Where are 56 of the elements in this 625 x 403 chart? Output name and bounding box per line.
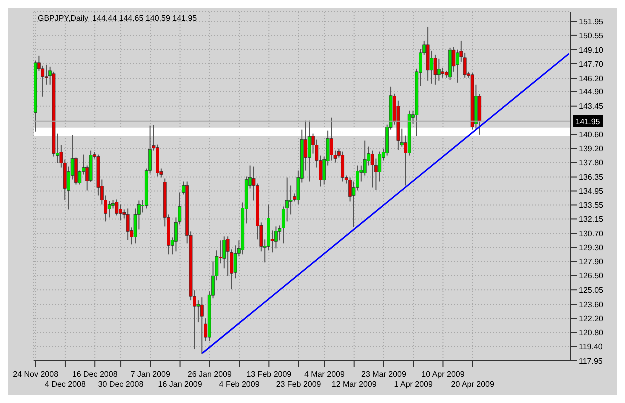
x-tick-label: 16 Dec 2008	[72, 370, 118, 379]
x-tick-label: 13 Feb 2009	[246, 370, 292, 379]
y-tick-label: 129.30	[579, 244, 604, 252]
y-tick-label: 123.60	[579, 300, 604, 310]
y-tick-label: 117.95	[579, 356, 604, 366]
y-tick-label: 120.80	[579, 328, 604, 338]
x-tick-label: 26 Jan 2009	[188, 370, 232, 379]
x-tick-label: 1 Apr 2009	[394, 380, 434, 389]
y-tick-label: 140.60	[579, 130, 604, 140]
candlestick	[434, 54, 438, 86]
y-tick-label: 126.50	[579, 271, 604, 280]
y-tick-label: 127.90	[579, 257, 604, 266]
chart-subtitle: 144.44 144.65 140.59 141.95	[92, 14, 198, 23]
candlestick	[108, 200, 112, 218]
x-tick-label: 16 Jan 2009	[158, 380, 203, 389]
y-tick-label: 146.20	[579, 74, 604, 84]
chart-title: GBPJPY,Daily	[38, 14, 89, 23]
candlestick	[370, 150, 374, 188]
y-tick-label: 144.90	[579, 88, 604, 97]
y-tick-label: 122.20	[579, 314, 604, 324]
candlestick	[330, 117, 334, 162]
x-tick-label: 4 Feb 2009	[219, 380, 260, 389]
y-tick-label: 130.70	[579, 230, 604, 239]
y-tick-label: 143.45	[579, 102, 604, 112]
candlestick	[115, 199, 119, 216]
y-tick-label: 137.80	[579, 158, 604, 168]
y-tick-label: 149.10	[579, 46, 604, 55]
x-tick-label: 23 Feb 2009	[276, 380, 322, 389]
ref-line-label: 141.95	[576, 117, 601, 126]
candlestick	[308, 120, 312, 182]
x-tick-label: 4 Dec 2008	[45, 380, 86, 389]
y-tick-label: 119.40	[579, 342, 604, 352]
candlestick	[438, 58, 441, 82]
x-tick-label: 10 Apr 2009	[422, 370, 466, 379]
y-tick-label: 150.55	[579, 31, 604, 40]
y-tick-label: 125.05	[579, 286, 604, 295]
candlestick	[126, 208, 130, 241]
x-tick-label: 20 Apr 2009	[451, 380, 495, 389]
candlestick	[341, 151, 345, 182]
y-tick-label: 134.95	[579, 187, 604, 196]
candlestick	[441, 67, 445, 78]
y-tick-label: 147.70	[579, 60, 604, 69]
x-tick-label: 23 Mar 2009	[362, 370, 407, 379]
y-tick-label: 136.35	[579, 173, 604, 182]
x-tick-label: 12 Mar 2009	[332, 380, 378, 389]
candlestick	[119, 204, 122, 222]
y-tick-label: 151.95	[579, 17, 604, 26]
x-tick-label: 7 Jan 2009	[130, 370, 171, 379]
y-tick-label: 133.55	[579, 201, 604, 210]
x-tick-label: 24 Nov 2008	[13, 370, 60, 379]
x-tick-label: 30 Dec 2008	[98, 380, 144, 389]
candlestick	[200, 297, 204, 355]
y-tick-label: 132.15	[579, 215, 604, 224]
candlestick	[274, 226, 278, 250]
y-tick-label: 139.20	[579, 144, 604, 154]
x-tick-label: 4 Mar 2009	[304, 370, 346, 379]
